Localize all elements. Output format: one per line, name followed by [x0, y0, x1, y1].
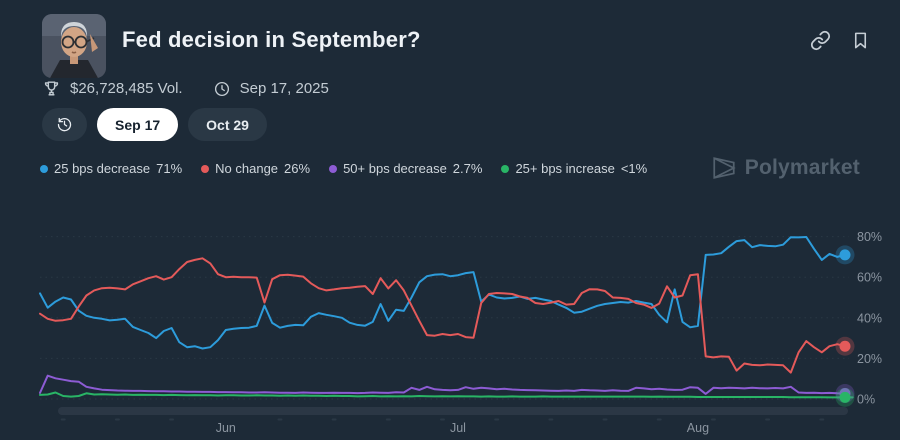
- svg-text:60%: 60%: [857, 271, 882, 285]
- legend-label: No change: [215, 161, 279, 176]
- chart-canvas[interactable]: 0% 20% 40% 60% 80% Jun Jul Aug: [0, 205, 900, 440]
- market-avatar: [42, 14, 106, 78]
- legend-item-50bps-decrease[interactable]: 50+ bps decrease 2.7%: [329, 161, 482, 176]
- end-date-text: Sep 17, 2025: [239, 80, 329, 97]
- legend-item-no-change[interactable]: No change 26%: [201, 161, 310, 176]
- svg-text:Jul: Jul: [450, 421, 466, 435]
- polymarket-watermark: Polymarket: [711, 155, 860, 181]
- watermark-text: Polymarket: [744, 156, 860, 179]
- svg-text:Jun: Jun: [216, 421, 236, 435]
- copy-link-button[interactable]: [808, 28, 832, 52]
- bookmark-icon: [854, 32, 866, 48]
- market-stats: $26,728,485 Vol. Sep 17, 2025: [42, 79, 329, 98]
- chart-legend: 25 bps decrease 71% No change 26% 50+ bp…: [40, 161, 647, 176]
- bookmark-button[interactable]: [848, 28, 872, 52]
- legend-value: 26%: [284, 161, 311, 176]
- svg-text:0%: 0%: [857, 393, 875, 407]
- probability-chart[interactable]: 0% 20% 40% 60% 80% Jun Jul Aug: [0, 205, 900, 440]
- svg-text:80%: 80%: [857, 230, 882, 244]
- legend-label: 25 bps decrease: [54, 161, 151, 176]
- svg-text:Aug: Aug: [687, 421, 709, 435]
- history-range-button[interactable]: [42, 108, 87, 141]
- legend-dot-red: [201, 164, 210, 173]
- tab-sep-17[interactable]: Sep 17: [97, 108, 179, 141]
- svg-text:20%: 20%: [857, 352, 882, 366]
- link-icon: [810, 30, 830, 50]
- legend-value: 2.7%: [452, 161, 483, 176]
- trophy-icon: [44, 81, 59, 96]
- legend-dot-green: [501, 164, 510, 173]
- legend-value: 71%: [156, 161, 183, 176]
- legend-item-25bps-increase[interactable]: 25+ bps increase <1%: [501, 161, 647, 176]
- legend-value: <1%: [620, 161, 648, 176]
- polymarket-logo-icon: [713, 157, 736, 179]
- svg-text:40%: 40%: [857, 311, 882, 325]
- date-tabs: Sep 17 Oct 29: [42, 108, 267, 141]
- legend-label: 25+ bps increase: [515, 161, 615, 176]
- powell-portrait-image: [42, 14, 106, 78]
- tab-oct-29[interactable]: Oct 29: [188, 108, 267, 141]
- market-title: Fed decision in September?: [122, 27, 421, 52]
- legend-dot-purple: [329, 164, 338, 173]
- clock-icon: [214, 81, 229, 96]
- header-actions: [808, 28, 872, 52]
- history-clock-icon: [57, 117, 72, 132]
- legend-label: 50+ bps decrease: [343, 161, 447, 176]
- legend-dot-blue: [40, 164, 48, 173]
- legend-item-25bps-decrease[interactable]: 25 bps decrease 71%: [40, 161, 182, 176]
- volume-text: $26,728,485 Vol.: [70, 80, 183, 97]
